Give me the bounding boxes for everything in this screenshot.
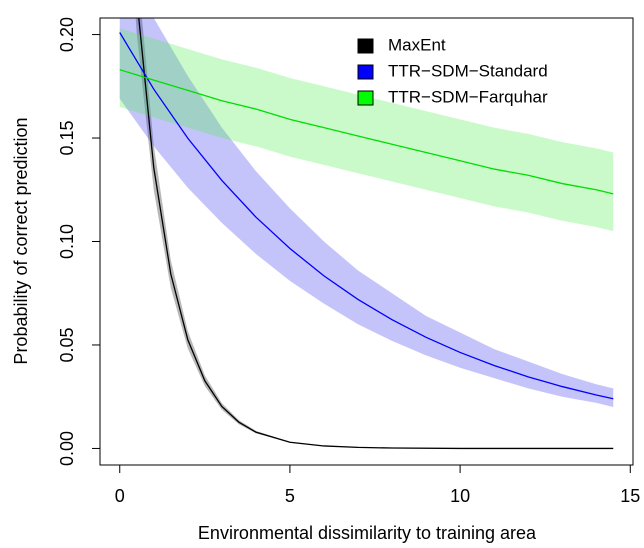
confidence-band bbox=[119, 18, 614, 408]
y-tick-label: 0.15 bbox=[57, 121, 77, 156]
legend-swatch bbox=[357, 64, 374, 80]
y-tick-label: 0.00 bbox=[57, 431, 77, 466]
confidence-band bbox=[119, 28, 614, 232]
x-tick-label: 10 bbox=[450, 486, 470, 506]
x-tick-label: 0 bbox=[115, 486, 125, 506]
x-tick-label: 5 bbox=[285, 486, 295, 506]
y-axis-label: Probability of correct prediction bbox=[11, 117, 31, 364]
legend-swatch bbox=[357, 38, 374, 54]
y-tick-label: 0.10 bbox=[57, 224, 77, 259]
y-tick-label: 0.20 bbox=[57, 17, 77, 52]
x-tick-label: 15 bbox=[620, 486, 640, 506]
y-tick-label: 0.05 bbox=[57, 327, 77, 362]
plot-area bbox=[119, 18, 614, 450]
x-axis-label: Environmental dissimilarity to training … bbox=[198, 523, 537, 543]
series-line bbox=[119, 69, 614, 195]
legend-swatch bbox=[357, 90, 374, 106]
legend-text: TTR−SDM−Standard bbox=[388, 61, 548, 80]
legend-text: TTR−SDM−Farquhar bbox=[388, 87, 548, 106]
series-line bbox=[119, 32, 614, 400]
series-line bbox=[138, 18, 614, 450]
legend-text: MaxEnt bbox=[388, 35, 446, 54]
